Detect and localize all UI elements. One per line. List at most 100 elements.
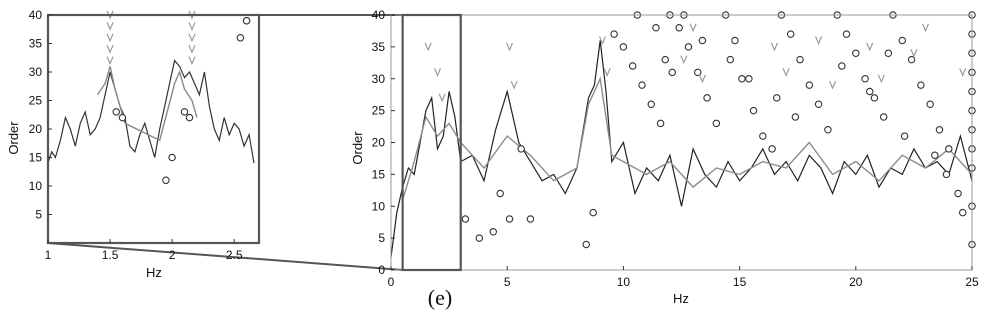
inset-circle-marker [180, 108, 189, 116]
main-v-marker [815, 36, 823, 46]
main-circle-marker [517, 145, 525, 153]
main-circle-marker [870, 94, 879, 102]
main-circle-marker [461, 215, 470, 223]
inset-v-marker [188, 22, 196, 31]
main-circle-marker [698, 36, 707, 45]
main-circle-marker [745, 75, 753, 83]
zoom-connector-lines [47, 14, 403, 271]
main-circle-marker [917, 81, 925, 89]
main-circle-marker [954, 189, 962, 198]
inset-chart: 1 1.5 2 2.5 5 10 15 20 25 30 35 40 Order Hz [6, 8, 261, 280]
main-v-marker [921, 23, 930, 33]
main-circle-marker [738, 75, 746, 83]
main-circle-marker [610, 30, 618, 38]
main-ylabel: Order [350, 131, 365, 165]
main-circle-marker [661, 55, 669, 64]
main-circle-marker [861, 75, 869, 83]
inset-series-dark-line [47, 59, 255, 164]
main-y-tick-label: 20 [372, 136, 386, 150]
main-x-tick-label: 5 [504, 275, 511, 289]
main-circle-marker [496, 189, 504, 198]
inset-v-marker [188, 33, 196, 43]
main-chart: 0 5 10 15 20 25 0 5 10 15 20 25 30 35 40 Order Hz [350, 8, 979, 306]
inset-v-marker [106, 10, 114, 20]
main-zoom-highlight-box [401, 13, 462, 272]
main-v-marker [866, 42, 874, 52]
main-circle-marker [907, 55, 916, 64]
main-v-marker [770, 42, 779, 52]
main-v-marker [603, 68, 611, 77]
main-circle-marker [489, 228, 498, 236]
main-series-dark-line [390, 40, 973, 258]
main-circle-marker [879, 113, 888, 121]
main-circle-marker [865, 87, 874, 96]
main-series-grey-line [401, 76, 973, 201]
main-circle-marker [684, 43, 693, 51]
main-v-marker [959, 68, 967, 77]
inset-circle-marker [112, 108, 121, 116]
main-circle-marker [749, 106, 758, 115]
main-v-marker [510, 80, 518, 90]
inset-series-grey-line [97, 66, 198, 142]
main-circle-marker [824, 126, 832, 134]
main-circle-marker [694, 68, 702, 77]
main-circle-marker [935, 126, 944, 134]
main-v-marker [910, 49, 918, 58]
inset-xlabel: Hz [146, 265, 162, 280]
main-v-marker [829, 80, 837, 90]
main-y-tick-label: 40 [372, 8, 386, 22]
inset-y-tick-label: 30 [29, 65, 43, 79]
main-y-tick-label: 15 [372, 167, 386, 181]
inset-circle-marker [185, 113, 194, 122]
main-y-tick-label: 10 [372, 199, 386, 213]
inset-circle-marker [236, 34, 245, 42]
main-v-marker [438, 93, 446, 103]
inset-y-tick-label: 10 [29, 179, 43, 193]
main-circle-marker [619, 43, 628, 51]
main-v-marker [689, 23, 697, 33]
inset-circle-marker [118, 113, 127, 122]
main-xlabel: Hz [673, 291, 689, 306]
main-circle-marker [647, 100, 656, 109]
main-circle-marker [898, 36, 907, 45]
main-circle-marker [505, 215, 514, 223]
main-circle-marker [652, 23, 660, 32]
main-v-marker [598, 36, 607, 46]
figure-caption: (e) [428, 285, 452, 310]
main-circle-marker [712, 119, 721, 128]
main-circle-marker [773, 94, 781, 102]
main-y-tick-label: 35 [372, 40, 386, 54]
main-y-tick-label: 5 [378, 231, 385, 245]
main-circle-marker [796, 55, 804, 64]
main-circle-marker [628, 62, 637, 70]
main-x-tick-label: 15 [733, 275, 747, 289]
main-circle-marker [814, 100, 823, 109]
main-y-tick-label: 30 [372, 72, 386, 86]
inset-circle-marker [168, 153, 176, 162]
main-circle-marker [582, 240, 590, 249]
inset-v-marker [188, 44, 196, 54]
inset-x-tick-label: 1.5 [102, 248, 119, 262]
connector-bottom [47, 242, 403, 271]
inset-x-tick-label: 2 [169, 248, 176, 262]
inset-y-tick-label: 35 [29, 37, 43, 51]
main-circle-marker [838, 62, 846, 70]
main-y-tick-label: 0 [378, 263, 385, 277]
main-circle-marker [759, 132, 767, 140]
main-circle-marker [786, 30, 795, 38]
main-v-marker [680, 55, 688, 65]
main-circle-marker [842, 30, 851, 38]
main-v-marker [877, 74, 885, 84]
main-circle-marker [805, 81, 814, 89]
main-x-tick-label: 10 [617, 275, 631, 289]
main-circle-marker [589, 208, 597, 217]
main-circle-marker [526, 215, 535, 223]
main-circle-marker [656, 119, 665, 128]
main-circle-marker [945, 145, 953, 153]
inset-y-tick-label: 5 [35, 208, 42, 222]
main-v-marker [505, 42, 514, 52]
main-circle-marker [958, 208, 967, 217]
main-y-tick-label: 25 [372, 104, 386, 118]
inset-v-marker [106, 33, 114, 43]
